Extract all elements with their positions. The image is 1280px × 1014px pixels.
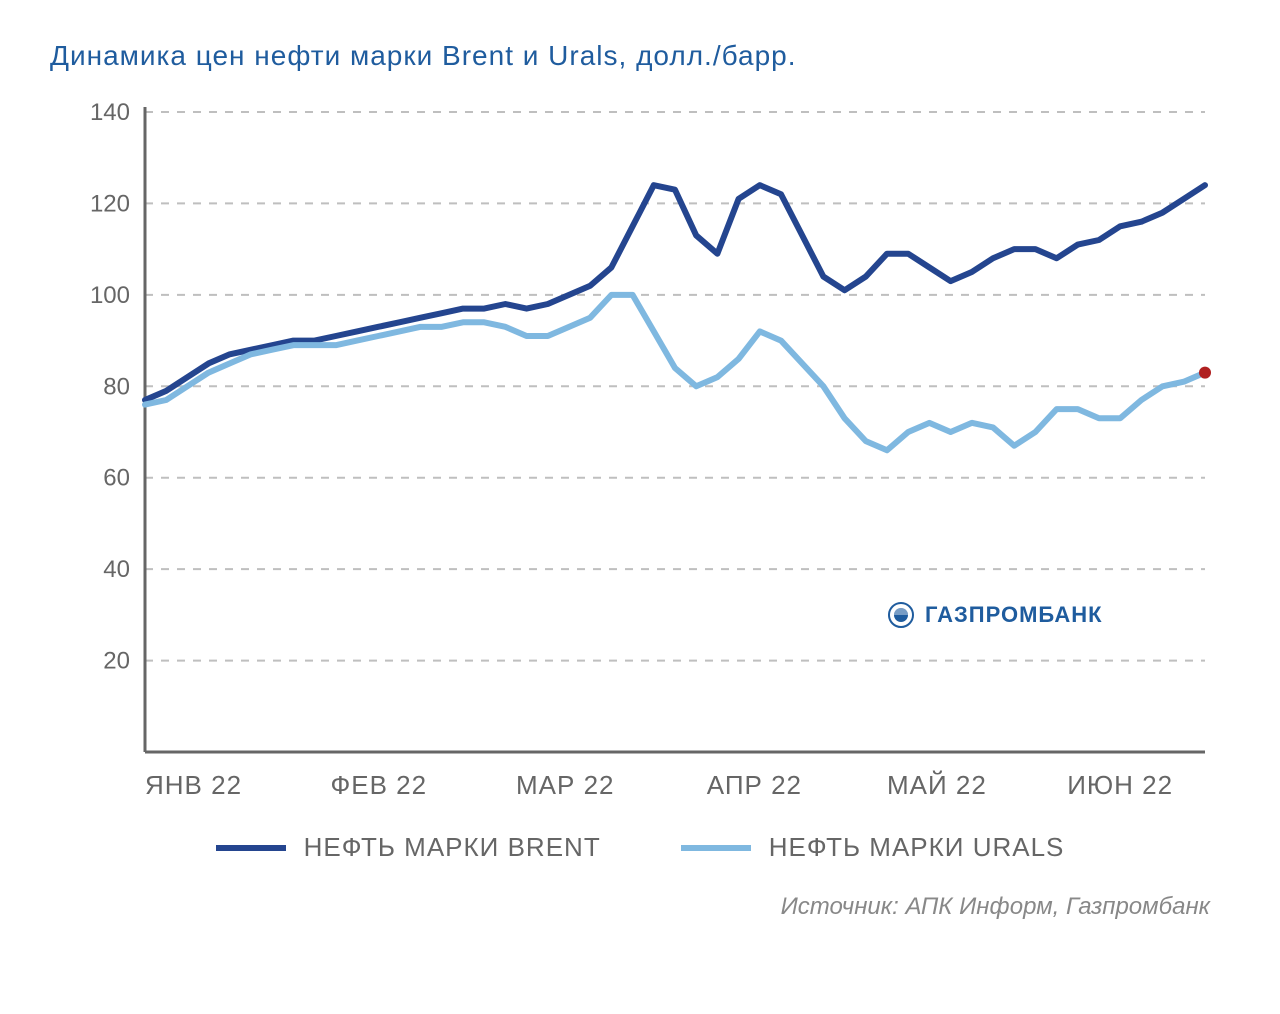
legend-item-urals: НЕФТЬ МАРКИ URALS	[681, 832, 1065, 863]
svg-text:80: 80	[103, 373, 130, 400]
svg-text:140: 140	[90, 99, 130, 126]
svg-text:40: 40	[103, 556, 130, 583]
chart-title: Динамика цен нефти марки Brent и Urals, …	[50, 40, 1240, 72]
chart-plot-area: 20 40 60 80 100 120 140 ЯНВ 22 ФЕВ 22 МАР 22 АПР 2…	[50, 92, 1230, 812]
legend-label: НЕФТЬ МАРКИ BRENT	[304, 832, 601, 863]
logo-icon	[887, 601, 915, 629]
svg-text:ФЕВ 22: ФЕВ 22	[331, 770, 428, 800]
svg-text:ИЮН 22: ИЮН 22	[1067, 770, 1173, 800]
legend-label: НЕФТЬ МАРКИ URALS	[769, 832, 1065, 863]
svg-text:120: 120	[90, 190, 130, 217]
legend-item-brent: НЕФТЬ МАРКИ BRENT	[216, 832, 601, 863]
legend-swatch	[216, 845, 286, 851]
svg-text:АПР 22: АПР 22	[707, 770, 802, 800]
legend: НЕФТЬ МАРКИ BRENT НЕФТЬ МАРКИ URALS	[40, 832, 1240, 863]
svg-text:100: 100	[90, 282, 130, 309]
gazprombank-logo: ГАЗПРОМБАНК	[887, 601, 1103, 629]
line-chart: 20 40 60 80 100 120 140 ЯНВ 22 ФЕВ 22 МАР 22 АПР 2…	[50, 92, 1230, 812]
legend-swatch	[681, 845, 751, 851]
chart-container: Динамика цен нефти марки Brent и Urals, …	[0, 0, 1280, 1014]
svg-text:МАЙ 22: МАЙ 22	[887, 770, 987, 800]
svg-text:20: 20	[103, 648, 130, 675]
svg-text:МАР 22: МАР 22	[516, 770, 615, 800]
svg-text:60: 60	[103, 465, 130, 492]
source-text: Источник: АПК Информ, Газпромбанк	[40, 893, 1240, 921]
logo-text: ГАЗПРОМБАНК	[925, 602, 1103, 628]
svg-text:ЯНВ 22: ЯНВ 22	[145, 770, 242, 800]
